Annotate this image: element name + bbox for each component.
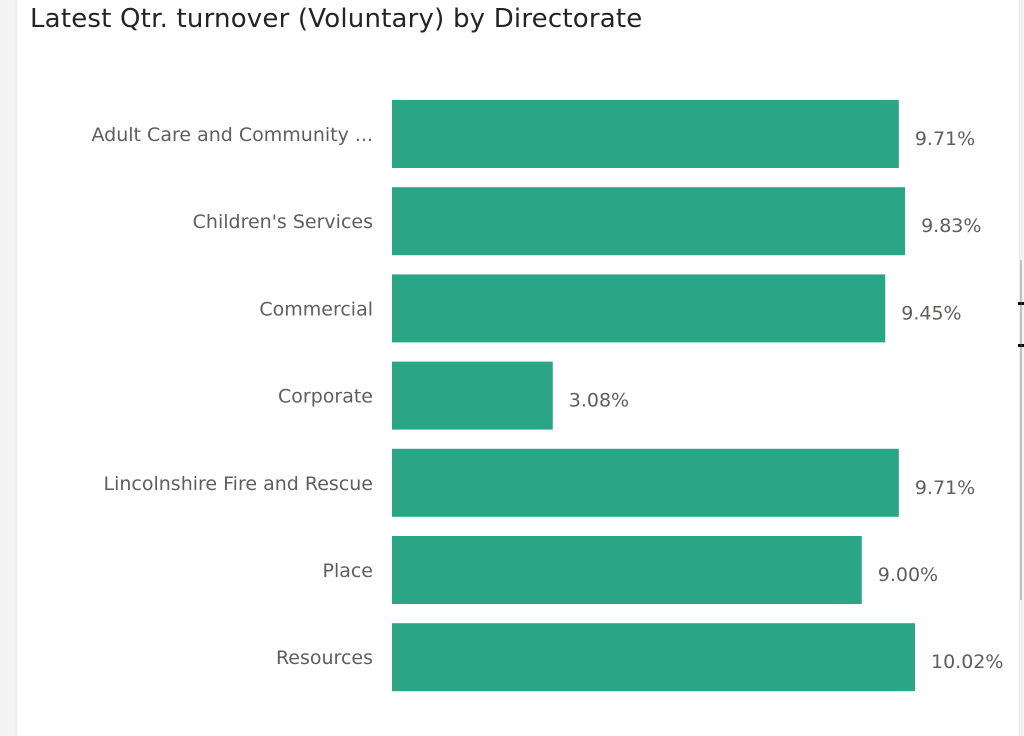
category-label: Corporate [278,386,373,408]
bar[interactable] [392,623,915,692]
data-label: 9.45% [901,302,961,324]
category-label: Lincolnshire Fire and Rescue [104,473,374,495]
bar[interactable] [392,361,553,430]
category-label: Adult Care and Community ... [92,124,373,146]
data-label: 9.71% [915,128,975,150]
category-label: Resources [276,647,373,669]
data-label: 10.02% [931,651,1003,673]
data-label: 3.08% [569,390,629,412]
bar[interactable] [392,274,886,343]
data-label: 9.83% [921,215,981,237]
category-label: Commercial [259,298,373,320]
bar[interactable] [392,448,899,517]
category-label: Place [322,560,373,582]
bar[interactable] [392,536,862,604]
data-label: 9.71% [915,477,975,499]
chart-title: Latest Qtr. turnover (Voluntary) by Dire… [30,4,643,34]
category-label: Children's Services [193,211,373,233]
bar[interactable] [392,100,899,168]
bar[interactable] [392,187,906,256]
data-label: 9.00% [878,564,938,586]
edge-artifact-icon [1018,260,1024,600]
